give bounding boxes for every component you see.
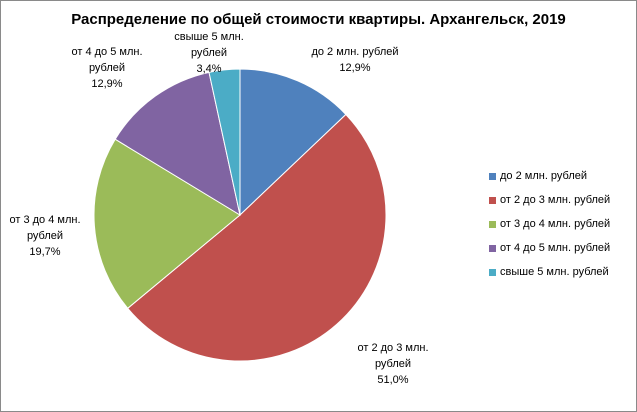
pie-slice-3 <box>114 71 241 217</box>
data-label-3: от 4 до 5 млн. рублей 12,9% <box>71 46 143 90</box>
legend-label-4: свыше 5 млн. рублей <box>500 266 609 278</box>
pie-slice-1 <box>127 113 387 362</box>
legend-swatch-3 <box>489 244 496 252</box>
data-label-0: до 2 млн. рублей 12,9% <box>311 46 399 74</box>
legend-item-1: от 2 до 3 млн. рублей <box>489 188 610 212</box>
legend-item-0: до 2 млн. рублей <box>489 164 610 188</box>
legend-label-1: от 2 до 3 млн. рублей <box>500 194 611 206</box>
legend-item-4: свыше 5 млн. рублей <box>489 260 610 284</box>
legend: до 2 млн. рублей от 2 до 3 млн. рублей о… <box>489 164 610 284</box>
legend-label-2: от 3 до 4 млн. рублей <box>500 218 611 230</box>
pie-slice-0 <box>239 68 347 217</box>
legend-label-0: до 2 млн. рублей <box>500 170 588 182</box>
legend-item-2: от 3 до 4 млн. рублей <box>489 212 610 236</box>
chart-title: Распределение по общей стоимости квартир… <box>71 11 566 28</box>
data-label-1: от 2 до 3 млн. рублей 51,0% <box>357 342 429 386</box>
legend-swatch-4 <box>489 268 496 276</box>
legend-swatch-2 <box>489 220 496 228</box>
legend-label-3: от 4 до 5 млн. рублей <box>500 242 611 254</box>
legend-item-3: от 4 до 5 млн. рублей <box>489 236 610 260</box>
legend-swatch-0 <box>489 172 496 180</box>
data-label-4: свыше 5 млн. рублей 3,4% <box>174 31 244 75</box>
pie-slice-4 <box>208 68 241 216</box>
pie-slice-2 <box>93 138 241 310</box>
data-label-2: от 3 до 4 млн. рублей 19,7% <box>9 214 81 258</box>
legend-swatch-1 <box>489 196 496 204</box>
